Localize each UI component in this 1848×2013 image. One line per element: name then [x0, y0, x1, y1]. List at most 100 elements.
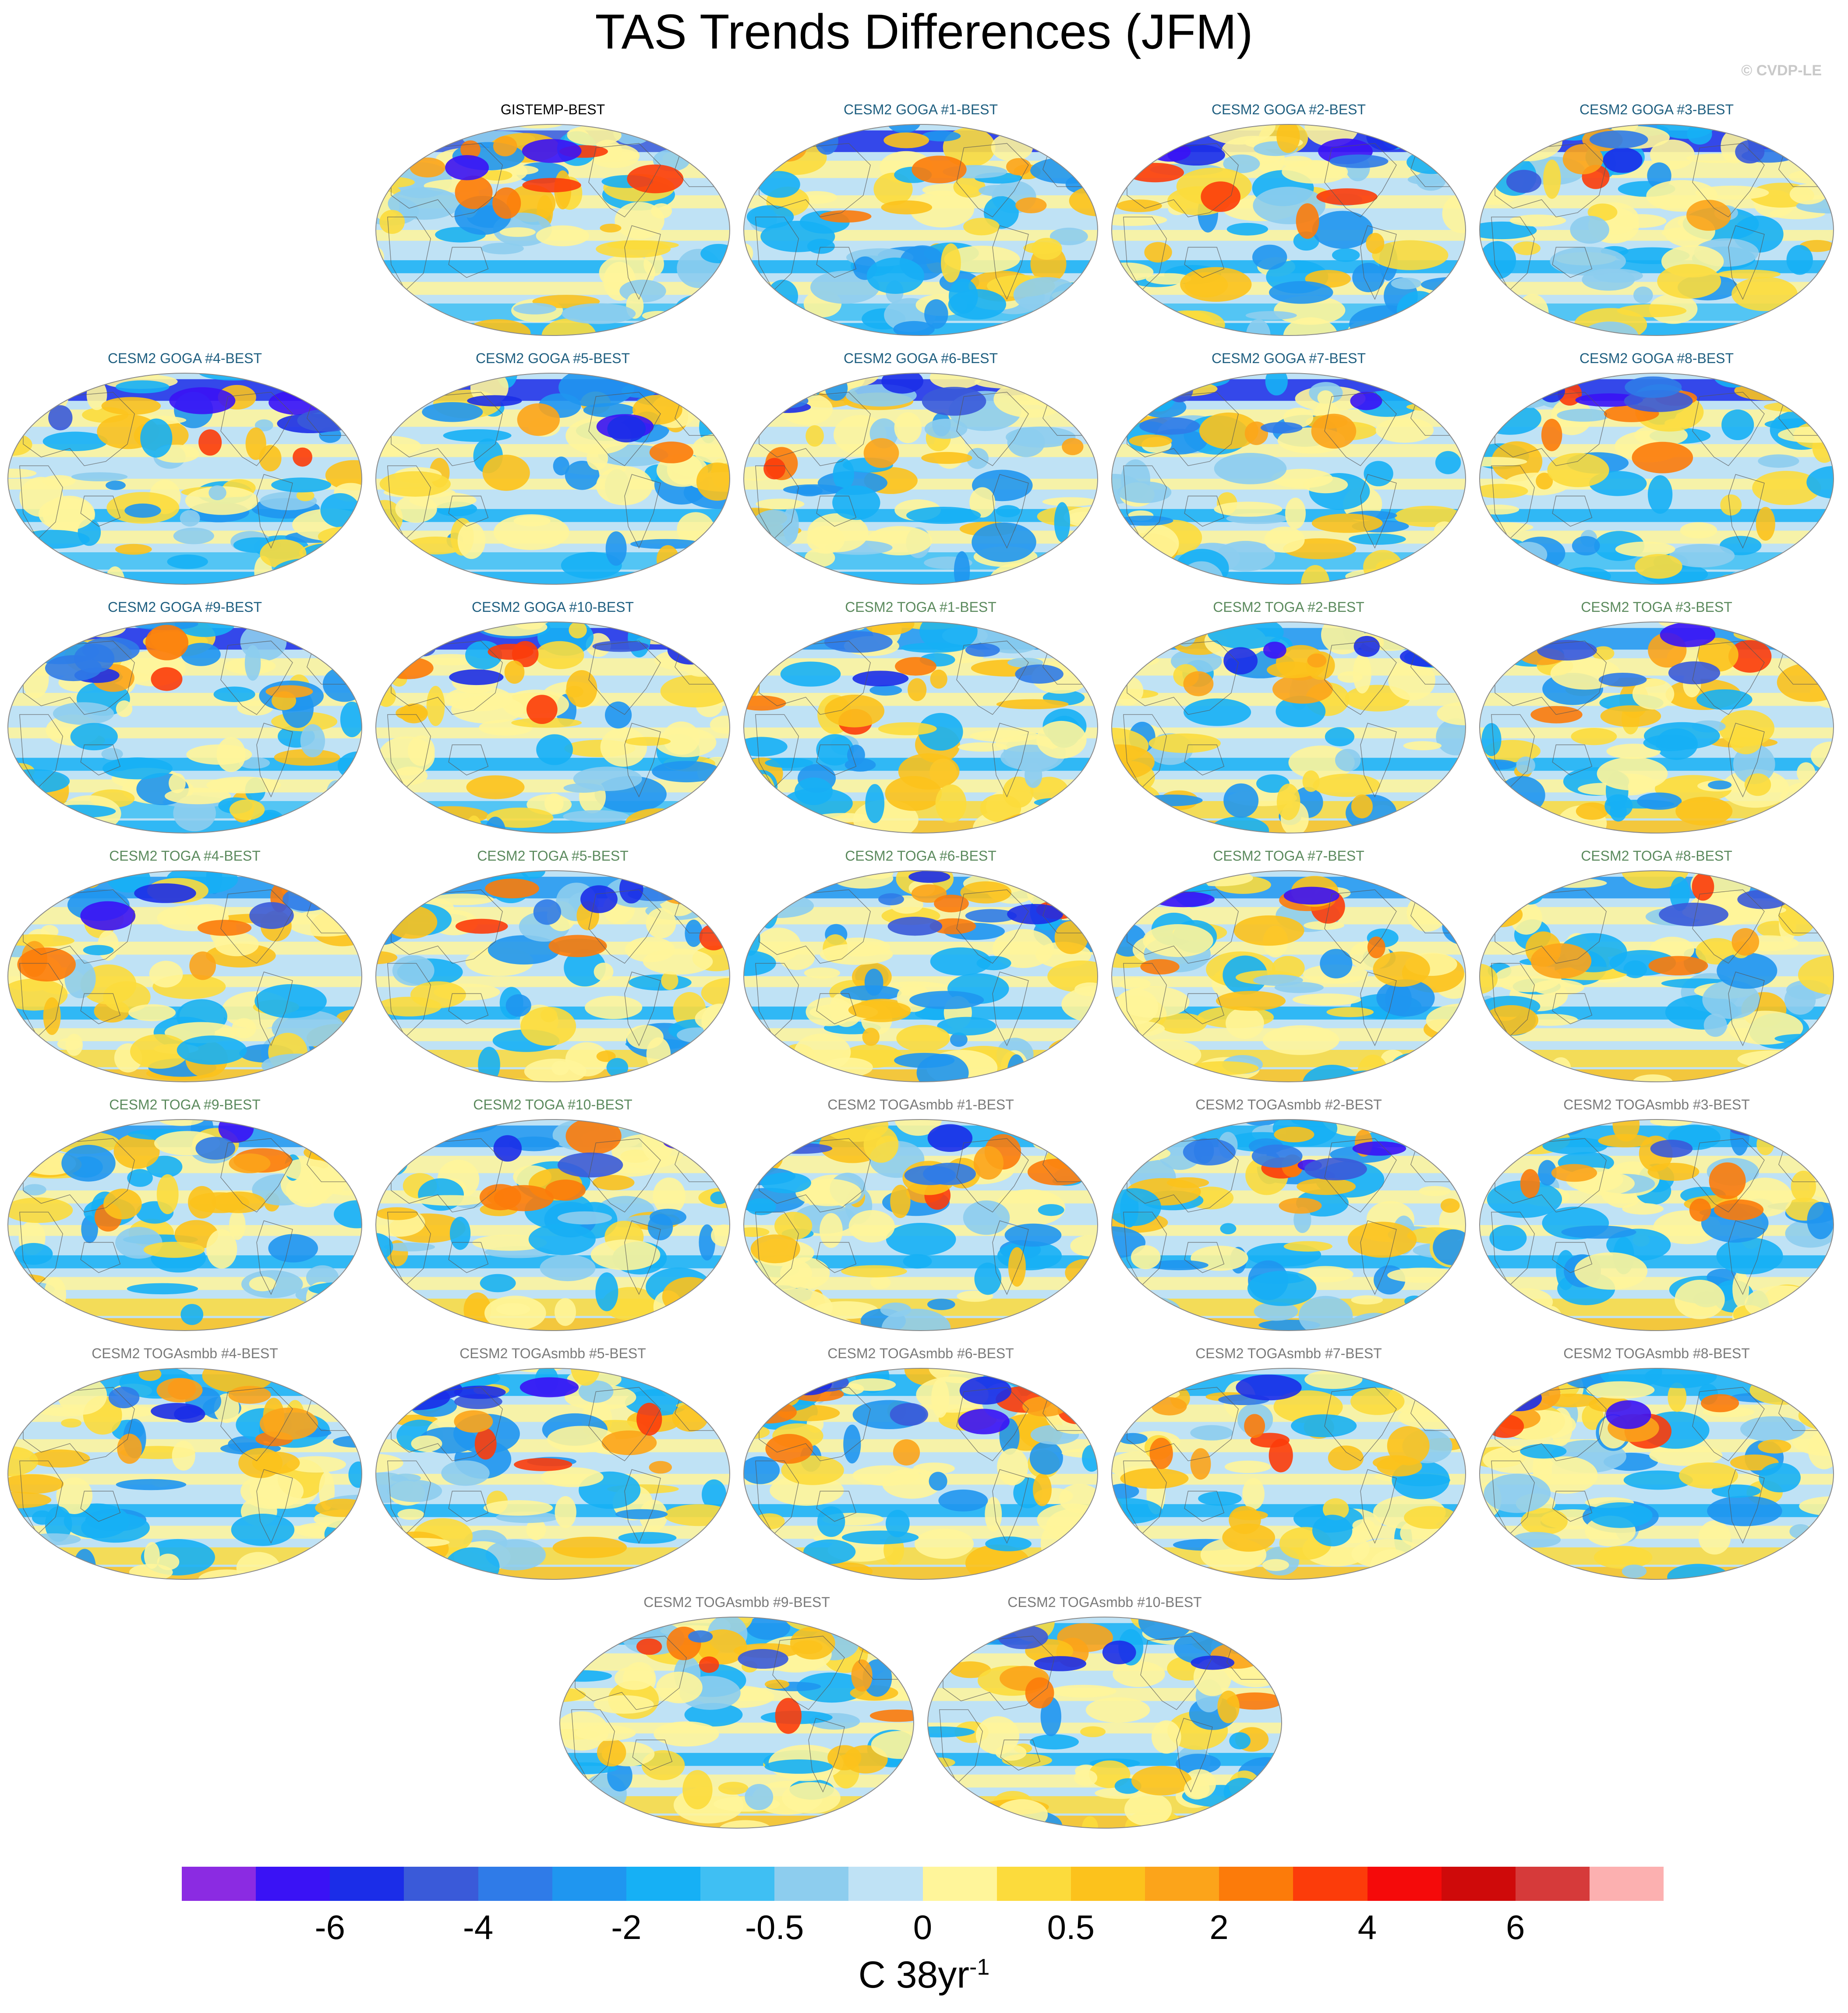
coastline	[1176, 1718, 1213, 1793]
watermark-text: © CVDP-LE	[1741, 62, 1822, 79]
map-border	[375, 870, 730, 1082]
coastline	[387, 963, 431, 1038]
coastline	[1491, 714, 1535, 789]
coastline	[588, 1387, 661, 1462]
map-border	[1479, 1368, 1834, 1580]
coastline	[1360, 971, 1397, 1046]
coastline	[1692, 392, 1765, 466]
map-panel: CESM2 TOGAsmbb #2-BEST	[1109, 1097, 1468, 1333]
colorbar-swatch	[626, 1867, 701, 1901]
coastline	[1324, 392, 1397, 466]
map-panel: CESM2 TOGA #10-BEST	[373, 1097, 732, 1333]
coastline	[1127, 889, 1239, 964]
coastline	[448, 1490, 489, 1522]
map-border	[375, 373, 730, 585]
coastline	[956, 392, 1029, 466]
map-border	[743, 124, 1098, 336]
coastline	[624, 723, 661, 798]
panel-title: CESM2 TOGA #9-BEST	[109, 1097, 261, 1112]
map-border	[1111, 373, 1466, 585]
coastline	[816, 247, 857, 278]
coastline	[387, 465, 431, 540]
map-panel: CESM2 TOGAsmbb #10-BEST	[925, 1594, 1284, 1831]
coastline	[1728, 723, 1765, 798]
map-border	[743, 1368, 1098, 1580]
colorbar-swatch	[1367, 1867, 1442, 1901]
coastline	[759, 640, 871, 715]
colorbar-tick-label: -0.5	[745, 1908, 804, 1946]
coastline	[588, 640, 661, 715]
panel-title: CESM2 TOGA #6-BEST	[845, 848, 996, 864]
coastline	[571, 1709, 615, 1784]
panel-title: CESM2 GOGA #5-BEST	[475, 350, 630, 366]
coastline	[1184, 247, 1225, 278]
coastline	[1495, 640, 1607, 715]
figure-title: TAS Trends Differences (JFM)	[595, 4, 1253, 59]
map-panel-image	[1111, 1368, 1466, 1580]
coastline	[1552, 993, 1593, 1024]
map-border	[743, 1119, 1098, 1331]
colorbar-swatch	[774, 1867, 849, 1901]
coastline	[1127, 143, 1239, 218]
coastline	[1360, 225, 1397, 300]
coastline	[387, 1211, 431, 1286]
map-panel-image	[1479, 1368, 1834, 1580]
coastline	[1123, 714, 1167, 789]
map-border	[7, 870, 362, 1082]
coastline	[759, 889, 871, 964]
map-border	[927, 1617, 1282, 1829]
colorbar	[182, 1867, 1664, 1901]
map-panel: CESM2 TOGAsmbb #4-BEST	[5, 1346, 364, 1582]
panel-title: CESM2 GOGA #3-BEST	[1579, 102, 1734, 117]
map-panel-image	[1479, 1119, 1834, 1331]
map-border	[1111, 870, 1466, 1082]
map-border	[375, 1119, 730, 1331]
panel-title: CESM2 TOGA #1-BEST	[845, 599, 996, 615]
coastline	[1495, 392, 1607, 466]
coastline	[220, 1138, 293, 1213]
map-panel-image	[743, 1119, 1098, 1331]
coastline	[1491, 1460, 1535, 1535]
coastline	[256, 1220, 293, 1295]
anomaly-field	[8, 373, 362, 584]
map-panel: CESM2 GOGA #7-BEST	[1109, 350, 1468, 587]
coastline	[816, 495, 857, 527]
map-border	[743, 622, 1098, 833]
coastline	[19, 1211, 63, 1286]
map-panel-image	[1111, 622, 1466, 833]
coastline	[448, 247, 489, 278]
anomaly-field	[1112, 1120, 1466, 1331]
coastline	[755, 963, 799, 1038]
coastline	[1127, 1387, 1239, 1462]
panel-title: CESM2 TOGA #5-BEST	[477, 848, 629, 864]
map-panel: CESM2 TOGA #3-BEST	[1477, 599, 1836, 836]
coastline	[1692, 1138, 1765, 1213]
map-panel: CESM2 GOGA #6-BEST	[741, 350, 1100, 587]
anomaly-field	[744, 124, 1098, 336]
map-panel: CESM2 TOGAsmbb #7-BEST	[1109, 1346, 1468, 1582]
coastline	[755, 465, 799, 540]
coastline	[1127, 1138, 1239, 1213]
panel-title: CESM2 GOGA #10-BEST	[472, 599, 634, 615]
colorbar-swatch	[404, 1867, 478, 1901]
coastline	[588, 1138, 661, 1213]
anomaly-field	[8, 1120, 362, 1331]
coastline	[23, 1387, 135, 1462]
coastline	[391, 392, 503, 466]
coastline	[992, 1220, 1029, 1295]
map-panel-image	[7, 870, 362, 1082]
map-panel: CESM2 TOGA #6-BEST	[741, 848, 1100, 1084]
map-panel: CESM2 TOGAsmbb #8-BEST	[1477, 1346, 1836, 1582]
colorbar-units: C 38yr-1	[0, 1953, 1848, 1997]
anomaly-field	[376, 373, 730, 584]
coastline	[80, 495, 121, 527]
colorbar-tick-label: 4	[1357, 1908, 1377, 1946]
map-panel-image	[375, 870, 730, 1082]
colorbar-swatch	[1441, 1867, 1516, 1901]
coastline	[256, 971, 293, 1046]
coastline	[220, 392, 293, 466]
coastline	[23, 1138, 135, 1213]
map-panel: CESM2 GOGA #5-BEST	[373, 350, 732, 587]
coastline	[943, 1635, 1055, 1710]
coastline	[387, 216, 431, 291]
